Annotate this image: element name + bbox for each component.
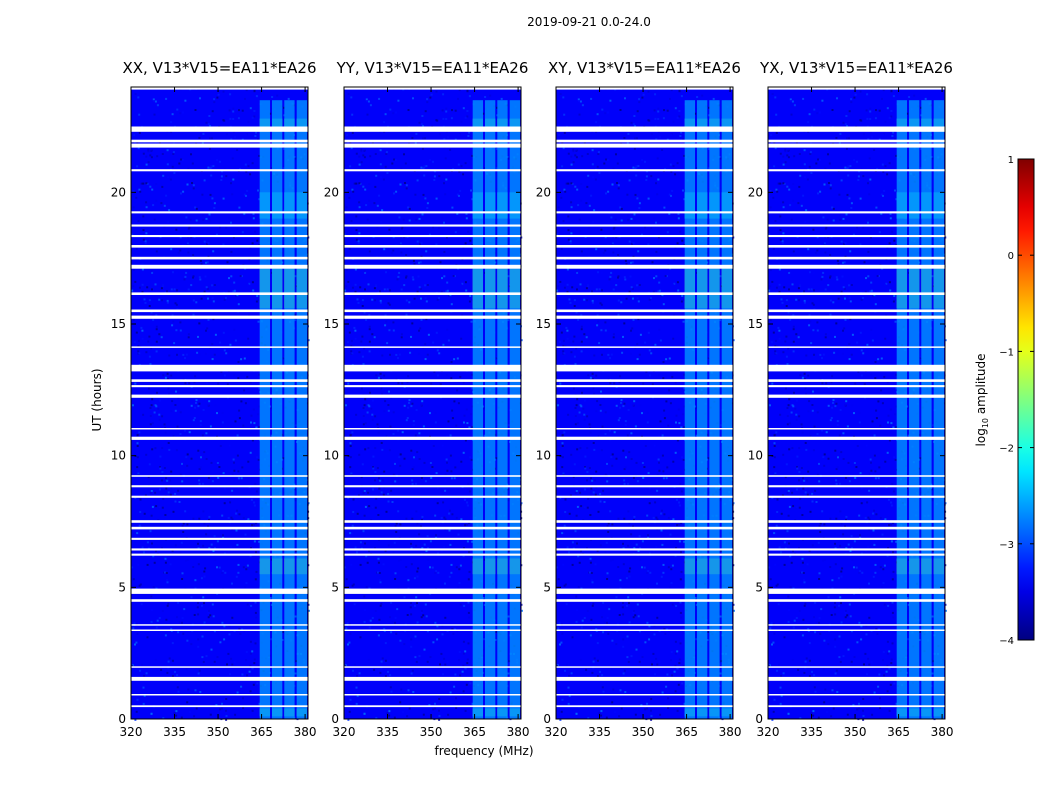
x-tick-label: 380 xyxy=(931,725,954,739)
y-tick-label: 0 xyxy=(118,712,126,726)
y-tick-label: 0 xyxy=(543,712,551,726)
panel-frame xyxy=(767,86,946,720)
y-tick-label: 5 xyxy=(755,580,763,594)
panel-frame xyxy=(130,86,309,720)
heatmap-image xyxy=(556,87,735,721)
y-tick-label: 20 xyxy=(111,185,126,199)
y-tick-label: 0 xyxy=(755,712,763,726)
y-tick-label: 10 xyxy=(748,449,763,463)
y-tick-label: 10 xyxy=(324,449,339,463)
x-tick-label: 365 xyxy=(463,725,486,739)
x-tick-label: 365 xyxy=(250,725,273,739)
heatmap-image xyxy=(344,87,523,721)
panels-group: XX, V13*V15=EA11*EA26 320 335 350 365 380 0 5 10… xyxy=(111,59,954,739)
panel-title: YY, V13*V15=EA11*EA26 xyxy=(336,59,529,77)
x-tick-label: 320 xyxy=(757,725,780,739)
panel-4: YX, V13*V15=EA11*EA26 320 335 350 365 380 0 5 10… xyxy=(748,59,954,739)
x-tick-label: 350 xyxy=(632,725,655,739)
y-tick-label: 0 xyxy=(331,712,339,726)
x-tick-label: 350 xyxy=(207,725,230,739)
heatmap-image xyxy=(131,87,310,721)
x-tick-label: 320 xyxy=(333,725,356,739)
x-tick-label: 350 xyxy=(844,725,867,739)
panel-title: XY, V13*V15=EA11*EA26 xyxy=(548,59,741,77)
x-tick-label: 350 xyxy=(420,725,443,739)
y-tick-label: 15 xyxy=(324,317,339,331)
figure-suptitle: 2019-09-21 0.0-24.0 xyxy=(527,15,651,29)
colorbar-tick-label: −2 xyxy=(999,444,1014,455)
panel-frame xyxy=(343,86,522,720)
x-axis-label: frequency (MHz) xyxy=(434,744,533,758)
x-tick-label: 365 xyxy=(675,725,698,739)
x-tick-label: 365 xyxy=(887,725,910,739)
colorbar-tick-label: −1 xyxy=(999,347,1014,358)
colorbar: 1 0 −1 −2 −3 −4 log10 amplitude xyxy=(974,155,1035,647)
panel-frame xyxy=(555,86,734,720)
panel-title: YX, V13*V15=EA11*EA26 xyxy=(759,59,953,77)
panel-2: YY, V13*V15=EA11*EA26 320 335 350 365 380 0 5 10… xyxy=(324,59,530,739)
y-tick-label: 15 xyxy=(111,317,126,331)
y-tick-label: 15 xyxy=(748,317,763,331)
x-tick-label: 380 xyxy=(507,725,530,739)
y-tick-label: 20 xyxy=(748,185,763,199)
colorbar-gradient xyxy=(1017,158,1035,641)
x-tick-label: 335 xyxy=(163,725,186,739)
y-tick-label: 20 xyxy=(324,185,339,199)
heatmap-image xyxy=(768,87,947,721)
y-tick-label: 5 xyxy=(118,580,126,594)
panel-3: XY, V13*V15=EA11*EA26 320 335 350 365 380 0 5 10… xyxy=(536,59,742,739)
x-tick-label: 335 xyxy=(588,725,611,739)
x-tick-label: 380 xyxy=(294,725,317,739)
x-tick-label: 380 xyxy=(719,725,742,739)
y-tick-label: 20 xyxy=(536,185,551,199)
colorbar-tick-label: −3 xyxy=(999,540,1014,551)
y-axis-label: UT (hours) xyxy=(90,368,104,431)
x-tick-label: 335 xyxy=(800,725,823,739)
colorbar-tick-label: 0 xyxy=(1008,251,1014,262)
panel-1: XX, V13*V15=EA11*EA26 320 335 350 365 380 0 5 10… xyxy=(111,59,317,739)
y-tick-label: 10 xyxy=(536,449,551,463)
panel-title: XX, V13*V15=EA11*EA26 xyxy=(122,59,316,77)
y-tick-label: 15 xyxy=(536,317,551,331)
x-tick-label: 320 xyxy=(120,725,143,739)
y-tick-label: 5 xyxy=(543,580,551,594)
colorbar-label: log10 amplitude xyxy=(974,354,990,447)
colorbar-tick-label: 1 xyxy=(1008,155,1014,166)
x-tick-label: 320 xyxy=(545,725,568,739)
colorbar-tick-label: −4 xyxy=(999,636,1014,647)
y-tick-label: 10 xyxy=(111,449,126,463)
x-tick-label: 335 xyxy=(376,725,399,739)
y-tick-label: 5 xyxy=(331,580,339,594)
